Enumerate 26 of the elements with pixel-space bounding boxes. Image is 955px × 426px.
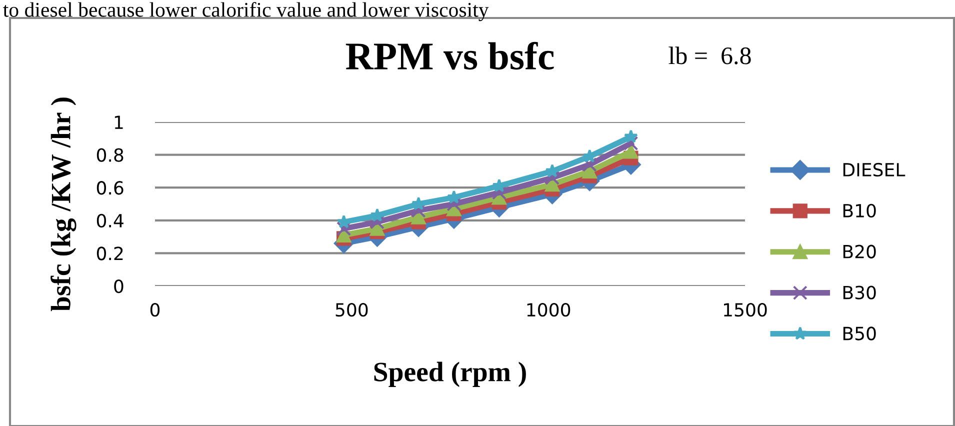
point bbox=[582, 157, 597, 172]
y-tick-label: 0.2 bbox=[96, 246, 123, 260]
x-tick-label: 500 bbox=[336, 302, 368, 317]
point bbox=[624, 144, 638, 159]
x-tick-label: 1500 bbox=[724, 302, 767, 317]
y-tick-label: 0.8 bbox=[96, 148, 124, 162]
text: to diesel because lower calorific value and lower viscosity bbox=[3, 2, 489, 22]
y-tick-label: 0.6 bbox=[96, 181, 124, 195]
chart-title: RPM vs bsfc bbox=[346, 42, 554, 70]
point bbox=[336, 221, 352, 236]
x-tick-label: 0 bbox=[150, 302, 160, 317]
x-tick-label: 1000 bbox=[527, 302, 570, 317]
chart-subtitle: lb = 6.8 bbox=[668, 46, 751, 64]
point bbox=[492, 185, 506, 200]
legend-label: B10 bbox=[843, 204, 876, 218]
legend-label: B50 bbox=[843, 326, 876, 340]
y-tick-label: 0 bbox=[114, 279, 124, 294]
legend-label: DIESEL bbox=[843, 162, 906, 177]
point bbox=[370, 214, 385, 230]
legend-label: B30 bbox=[843, 286, 876, 300]
x-axis-title: Speed (rpm ) bbox=[374, 362, 526, 387]
y-tick-label: 1 bbox=[114, 116, 123, 129]
y-tick-label: 0.4 bbox=[96, 214, 124, 228]
y-axis-title: bsfc (kg /KW /hr ) bbox=[50, 98, 76, 312]
legend-label: B20 bbox=[843, 244, 876, 258]
point bbox=[624, 129, 638, 143]
